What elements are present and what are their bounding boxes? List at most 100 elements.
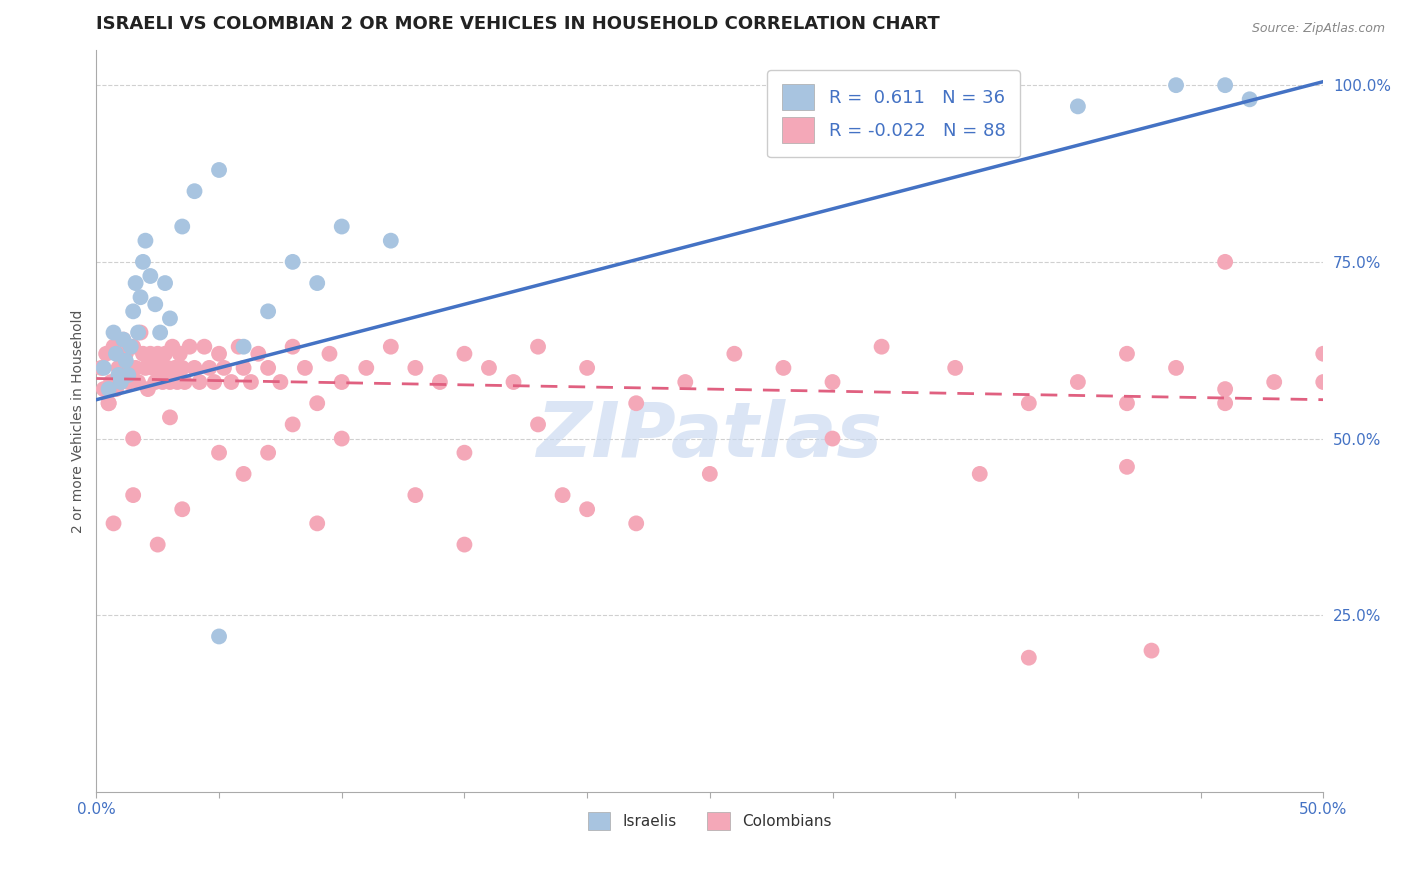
Point [103,516,125,531]
Point [429,375,451,389]
Point [159,311,181,326]
Point [134,360,156,375]
Point [318,347,340,361]
Point [1263,375,1285,389]
Point [257,304,280,318]
Point [173,375,195,389]
Point [307,516,329,531]
Point [156,360,179,375]
Point [228,340,250,354]
Point [1116,459,1139,474]
Point [1213,396,1236,410]
Point [576,360,599,375]
Point [129,290,152,304]
Point [179,340,201,354]
Point [159,410,181,425]
Point [114,347,136,361]
Point [1018,650,1040,665]
Point [142,360,165,375]
Point [307,276,329,290]
Point [1116,347,1139,361]
Point [208,630,231,644]
Legend: Israelis, Colombians: Israelis, Colombians [582,805,838,837]
Point [527,417,550,432]
Point [281,255,304,269]
Point [172,502,194,516]
Point [169,347,191,361]
Point [198,360,221,375]
Point [97,382,120,396]
Point [96,347,118,361]
Point [330,219,353,234]
Point [112,333,135,347]
Point [257,360,280,375]
Point [239,375,262,389]
Point [356,360,378,375]
Point [100,375,122,389]
Point [107,368,129,382]
Point [330,375,353,389]
Point [139,268,162,283]
Point [122,340,145,354]
Point [1140,643,1163,657]
Point [943,360,966,375]
Point [127,326,149,340]
Point [172,219,194,234]
Point [281,340,304,354]
Point [193,340,215,354]
Point [183,184,205,198]
Point [281,417,304,432]
Point [1239,92,1261,106]
Point [1312,347,1334,361]
Point [146,538,169,552]
Y-axis label: 2 or more Vehicles in Household: 2 or more Vehicles in Household [72,310,86,533]
Point [166,375,188,389]
Point [172,360,194,375]
Point [122,488,145,502]
Point [1116,396,1139,410]
Point [104,382,127,396]
Point [208,347,231,361]
Point [97,396,120,410]
Point [453,347,475,361]
Point [212,360,235,375]
Point [247,347,270,361]
Point [221,375,243,389]
Point [114,354,136,368]
Point [576,502,599,516]
Point [821,432,844,446]
Point [1067,375,1090,389]
Point [188,375,211,389]
Point [404,488,426,502]
Point [122,432,145,446]
Point [723,347,745,361]
Point [163,360,186,375]
Point [307,396,329,410]
Point [97,396,120,410]
Point [1164,360,1187,375]
Point [1312,375,1334,389]
Point [120,340,142,354]
Point [1018,396,1040,410]
Point [93,360,115,375]
Point [162,340,184,354]
Point [1213,382,1236,396]
Text: ZIPatlas: ZIPatlas [537,399,883,473]
Point [117,375,139,389]
Text: ISRAELI VS COLOMBIAN 2 OR MORE VEHICLES IN HOUSEHOLD CORRELATION CHART: ISRAELI VS COLOMBIAN 2 OR MORE VEHICLES … [97,15,941,33]
Point [943,128,966,142]
Point [132,347,155,361]
Point [208,163,231,178]
Point [149,326,172,340]
Point [120,360,142,375]
Point [143,375,166,389]
Point [90,360,112,375]
Point [1164,78,1187,92]
Point [202,375,225,389]
Point [624,516,647,531]
Point [103,326,125,340]
Text: Source: ZipAtlas.com: Source: ZipAtlas.com [1251,22,1385,36]
Point [124,276,146,290]
Point [149,360,172,375]
Point [124,360,146,375]
